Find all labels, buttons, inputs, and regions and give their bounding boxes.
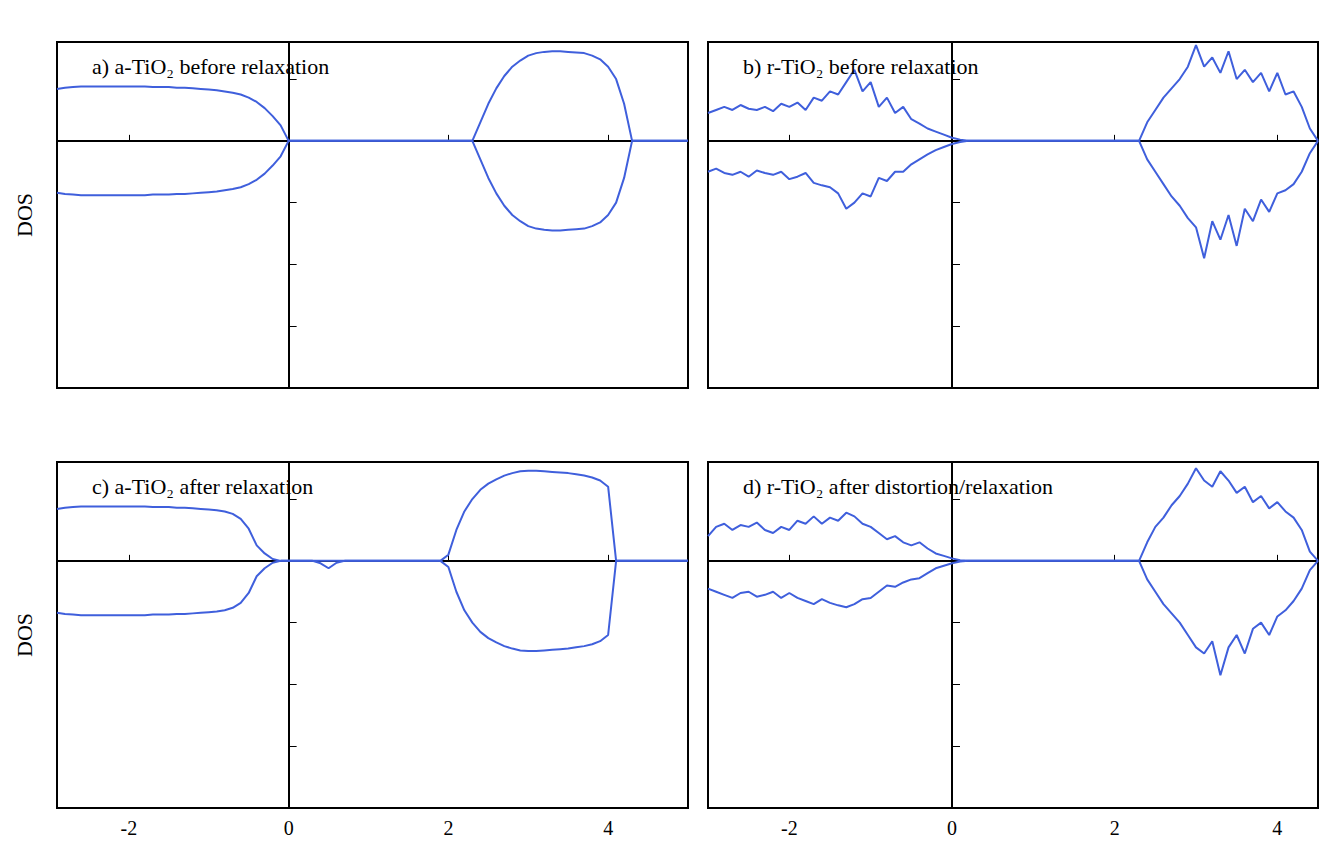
svg-text:-2: -2 bbox=[121, 817, 138, 839]
svg-text:b) r-TiO₂ before relaxation: b) r-TiO₂ before relaxation bbox=[743, 54, 979, 79]
svg-text:-2: -2 bbox=[781, 817, 798, 839]
svg-text:4: 4 bbox=[1272, 817, 1282, 839]
svg-text:0: 0 bbox=[947, 817, 957, 839]
svg-text:DOS: DOS bbox=[12, 613, 37, 657]
svg-text:DOS: DOS bbox=[12, 193, 37, 237]
svg-text:a) a-TiO₂ before relaxation: a) a-TiO₂ before relaxation bbox=[92, 54, 329, 79]
svg-text:2: 2 bbox=[1110, 817, 1120, 839]
svg-text:2: 2 bbox=[443, 817, 453, 839]
svg-text:c) a-TiO₂ after relaxation: c) a-TiO₂ after relaxation bbox=[92, 474, 313, 499]
svg-text:0: 0 bbox=[284, 817, 294, 839]
svg-text:d) r-TiO₂ after distortion/rel: d) r-TiO₂ after distortion/relaxation bbox=[743, 474, 1053, 499]
svg-text:4: 4 bbox=[603, 817, 613, 839]
